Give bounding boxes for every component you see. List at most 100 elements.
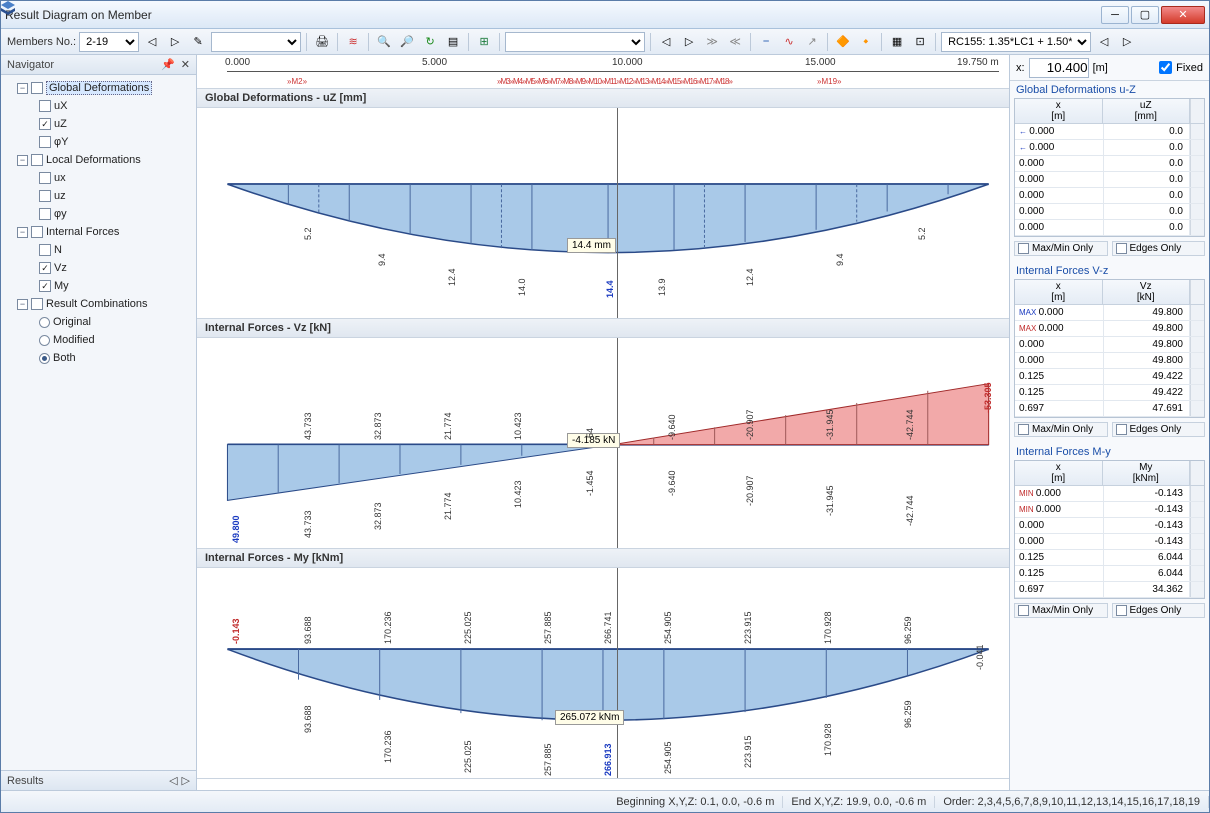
edges-vz[interactable]: Edges Only bbox=[1112, 422, 1206, 437]
nav-next-icon[interactable]: ▷ bbox=[679, 32, 699, 52]
zoom-in-icon[interactable]: 🔍 bbox=[374, 32, 394, 52]
tool-d-icon[interactable]: 🔶 bbox=[833, 32, 853, 52]
combo-3[interactable] bbox=[505, 32, 645, 52]
table-row[interactable]: 0.0000.0 bbox=[1015, 204, 1204, 220]
checkbox[interactable] bbox=[39, 100, 51, 112]
tree-lux[interactable]: ux bbox=[54, 172, 66, 184]
tool-c-icon[interactable]: ↗ bbox=[802, 32, 822, 52]
pin-icon[interactable]: 📌 bbox=[161, 58, 175, 71]
combo-2[interactable] bbox=[211, 32, 301, 52]
radio[interactable] bbox=[39, 335, 50, 346]
tree-result-comb[interactable]: Result Combinations bbox=[46, 298, 148, 310]
expand-icon[interactable]: − bbox=[17, 299, 28, 310]
checkbox[interactable]: ✓ bbox=[39, 262, 51, 274]
zoom-out-icon[interactable]: 🔎 bbox=[397, 32, 417, 52]
table-row[interactable]: 0.0000.0 bbox=[1015, 188, 1204, 204]
tree-internal[interactable]: Internal Forces bbox=[46, 226, 119, 238]
results-tab[interactable]: Results ◁▷ bbox=[1, 770, 196, 790]
tool-a-icon[interactable]: ⎯ bbox=[756, 32, 776, 52]
close-button[interactable]: ✕ bbox=[1161, 6, 1205, 24]
x-input[interactable] bbox=[1029, 58, 1089, 78]
table-row[interactable]: 0.00049.800 bbox=[1015, 337, 1204, 353]
table-row[interactable]: MAX 0.00049.800 bbox=[1015, 305, 1204, 321]
checkbox[interactable] bbox=[31, 82, 43, 94]
rc-next-icon[interactable]: ▷ bbox=[1117, 32, 1137, 52]
members-select[interactable]: 2-19 bbox=[79, 32, 139, 52]
table-row[interactable]: 0.12549.422 bbox=[1015, 385, 1204, 401]
table-row[interactable]: 0.00049.800 bbox=[1015, 353, 1204, 369]
nav-first-icon[interactable]: ◁ bbox=[656, 32, 676, 52]
radio[interactable] bbox=[39, 317, 50, 328]
minimize-button[interactable]: ─ bbox=[1101, 6, 1129, 24]
prev-icon[interactable]: ◁ bbox=[142, 32, 162, 52]
table-row[interactable]: ← 0.0000.0 bbox=[1015, 124, 1204, 140]
tool-b-icon[interactable]: ∿ bbox=[779, 32, 799, 52]
edges-my[interactable]: Edges Only bbox=[1112, 603, 1206, 618]
tree-my[interactable]: My bbox=[54, 280, 69, 292]
tree-lphiy[interactable]: φy bbox=[54, 208, 67, 220]
tab-prev-icon[interactable]: ◁ bbox=[169, 774, 177, 787]
table-row[interactable]: 0.0000.0 bbox=[1015, 220, 1204, 236]
tree-local-def[interactable]: Local Deformations bbox=[46, 154, 141, 166]
toggle-1-icon[interactable]: ≋ bbox=[343, 32, 363, 52]
checkbox[interactable]: ✓ bbox=[39, 280, 51, 292]
expand-icon[interactable]: − bbox=[17, 227, 28, 238]
checkbox[interactable] bbox=[39, 136, 51, 148]
excel-icon[interactable]: ⊞ bbox=[474, 32, 494, 52]
table-row[interactable]: 0.0000.0 bbox=[1015, 172, 1204, 188]
checkbox[interactable] bbox=[31, 226, 43, 238]
tool-f-icon[interactable]: ▦ bbox=[887, 32, 907, 52]
maxmin-my[interactable]: Max/Min Only bbox=[1014, 603, 1108, 618]
tool-e-icon[interactable]: 🔸 bbox=[856, 32, 876, 52]
maxmin-uz[interactable]: Max/Min Only bbox=[1014, 241, 1108, 256]
rc-select[interactable]: RC155: 1.35*LC1 + 1.50*L bbox=[941, 32, 1091, 52]
checkbox[interactable] bbox=[39, 244, 51, 256]
checkbox[interactable]: ✓ bbox=[39, 118, 51, 130]
table-row[interactable]: 0.000-0.143 bbox=[1015, 518, 1204, 534]
table-row[interactable]: MIN 0.000-0.143 bbox=[1015, 502, 1204, 518]
print-icon[interactable]: 🖨 bbox=[312, 32, 332, 52]
navigator-tree[interactable]: −Global Deformations uX ✓uZ φY −Local De… bbox=[1, 75, 196, 770]
expand-icon[interactable]: − bbox=[17, 83, 28, 94]
maximize-button[interactable]: ▢ bbox=[1131, 6, 1159, 24]
maxmin-vz[interactable]: Max/Min Only bbox=[1014, 422, 1108, 437]
nav-a-icon[interactable]: ≫ bbox=[702, 32, 722, 52]
tree-phiy[interactable]: φY bbox=[54, 136, 68, 148]
fixed-checkbox[interactable] bbox=[1159, 61, 1172, 74]
table-row[interactable]: 0.69734.362 bbox=[1015, 582, 1204, 598]
table-row[interactable]: 0.69747.691 bbox=[1015, 401, 1204, 417]
refresh-icon[interactable]: ↻ bbox=[420, 32, 440, 52]
table-row[interactable]: 0.12549.422 bbox=[1015, 369, 1204, 385]
tree-luz[interactable]: uz bbox=[54, 190, 66, 202]
tree-both[interactable]: Both bbox=[53, 352, 76, 364]
table-row[interactable]: 0.000-0.143 bbox=[1015, 534, 1204, 550]
next-icon[interactable]: ▷ bbox=[165, 32, 185, 52]
rc-prev-icon[interactable]: ◁ bbox=[1094, 32, 1114, 52]
nav-close-icon[interactable]: ✕ bbox=[181, 58, 190, 71]
tree-vz[interactable]: Vz bbox=[54, 262, 67, 274]
tree-n[interactable]: N bbox=[54, 244, 62, 256]
tab-next-icon[interactable]: ▷ bbox=[182, 774, 190, 787]
nav-b-icon[interactable]: ≪ bbox=[725, 32, 745, 52]
table-row[interactable]: MAX 0.00049.800 bbox=[1015, 321, 1204, 337]
table-row[interactable]: 0.0000.0 bbox=[1015, 156, 1204, 172]
tree-original[interactable]: Original bbox=[53, 316, 91, 328]
list-icon[interactable]: ▤ bbox=[443, 32, 463, 52]
tree-uz[interactable]: uZ bbox=[54, 118, 67, 130]
checkbox[interactable] bbox=[31, 298, 43, 310]
table-row[interactable]: 0.1256.044 bbox=[1015, 566, 1204, 582]
table-row[interactable]: MIN 0.000-0.143 bbox=[1015, 486, 1204, 502]
table-row[interactable]: ← 0.0000.0 bbox=[1015, 140, 1204, 156]
edges-uz[interactable]: Edges Only bbox=[1112, 241, 1206, 256]
table-row[interactable]: 0.1256.044 bbox=[1015, 550, 1204, 566]
pick-icon[interactable]: ✎ bbox=[188, 32, 208, 52]
checkbox[interactable] bbox=[39, 190, 51, 202]
tree-modified[interactable]: Modified bbox=[53, 334, 95, 346]
checkbox[interactable] bbox=[39, 208, 51, 220]
expand-icon[interactable]: − bbox=[17, 155, 28, 166]
tree-ux[interactable]: uX bbox=[54, 100, 67, 112]
checkbox[interactable] bbox=[31, 154, 43, 166]
tool-g-icon[interactable]: ⊡ bbox=[910, 32, 930, 52]
tree-global-def[interactable]: Global Deformations bbox=[46, 81, 152, 95]
checkbox[interactable] bbox=[39, 172, 51, 184]
